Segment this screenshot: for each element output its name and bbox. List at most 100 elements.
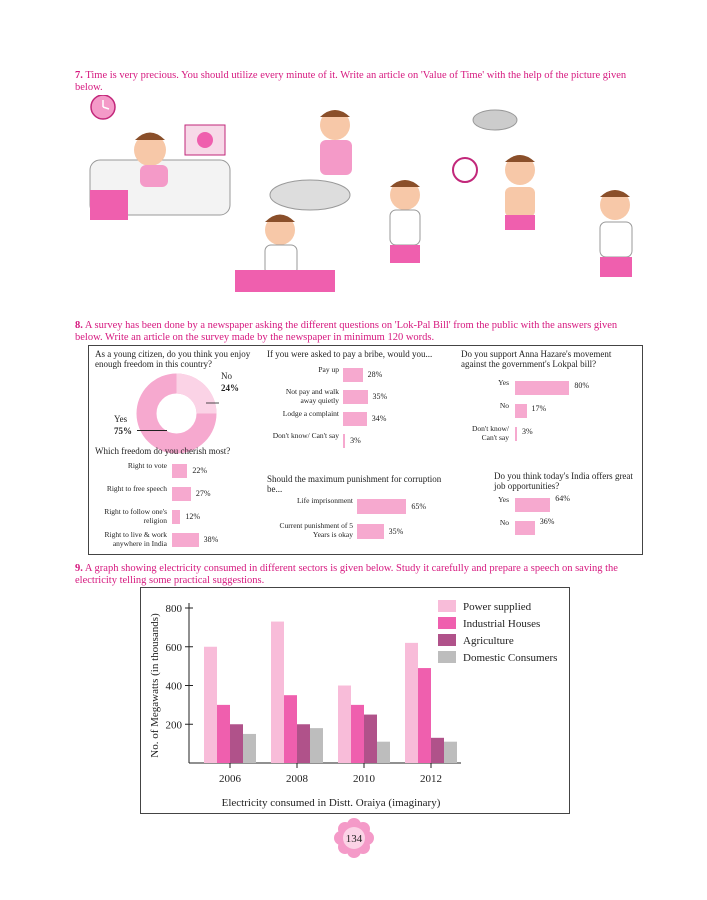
cherish-bar — [172, 510, 181, 524]
cherish-bar — [172, 533, 199, 547]
bar-agriculture — [431, 737, 444, 763]
y-tick-label: 800 — [166, 603, 183, 615]
anna-question: Do you support Anna Hazare's movement ag… — [461, 349, 612, 369]
question-7-number: 7. — [75, 70, 83, 81]
bribe-value: 34% — [371, 414, 387, 423]
question-8-number: 8. — [75, 320, 83, 331]
cherish-value: 38% — [203, 535, 219, 544]
freedom-yes-label: Yes — [114, 414, 128, 424]
freedom-yes-value: 75% — [114, 426, 132, 436]
bar-agriculture — [230, 724, 243, 763]
bar-power-supplied — [338, 685, 351, 763]
bribe-label: Lodge a complaint — [282, 409, 339, 418]
legend-label: Industrial Houses — [463, 618, 540, 630]
bribe-bar — [343, 390, 368, 404]
punishment-bar — [357, 499, 407, 514]
cherish-bar — [172, 464, 188, 478]
jobs-label: No — [499, 518, 509, 527]
question-9-number: 9. — [75, 563, 83, 574]
bar-domestic-consumers — [377, 741, 390, 763]
bribe-label: Pay up — [318, 365, 339, 374]
anna-label: Don't know/ Can't say — [472, 424, 509, 442]
legend-label: Domestic Consumers — [463, 652, 557, 664]
cherish-label: Right to follow one's religion — [104, 507, 167, 525]
bar-domestic-consumers — [243, 733, 256, 763]
x-axis-label: Electricity consumed in Distt. Oraiya (i… — [222, 797, 441, 809]
bribe-value: 28% — [367, 370, 383, 379]
bar-industrial-houses — [284, 695, 297, 763]
x-tick-label: 2012 — [420, 773, 442, 785]
bar-agriculture — [297, 724, 310, 763]
question-7-text: Time is very precious. You should utiliz… — [75, 70, 627, 93]
waking-boy-figure — [89, 124, 231, 220]
jobs-value: 64% — [555, 494, 570, 503]
y-tick-label: 600 — [166, 642, 183, 654]
question-8: 8. A survey has been done by a newspaper… — [75, 320, 645, 344]
legend-swatch — [438, 600, 456, 612]
anna-label: Yes — [498, 378, 509, 387]
punishment-value: 35% — [388, 527, 404, 536]
jobs-bar — [515, 498, 551, 512]
lokpal-survey-panel: As a young citizen, do you think you enj… — [88, 345, 643, 555]
cherish-label: Right to free speech — [106, 484, 167, 493]
bribe-value: 35% — [372, 392, 388, 401]
bar-power-supplied — [405, 642, 418, 763]
page-number-badge: 134 — [334, 818, 374, 858]
x-tick-label: 2006 — [219, 773, 242, 785]
legend-label: Power supplied — [463, 601, 532, 613]
question-9-text: A graph showing electricity consumed in … — [75, 563, 618, 586]
bribe-value: 3% — [350, 436, 361, 445]
studying-boy-figure — [235, 214, 335, 292]
punishment-value: 65% — [411, 502, 427, 511]
bar-power-supplied — [271, 621, 284, 763]
bribe-bar — [343, 368, 363, 382]
jobs-label: Yes — [498, 495, 509, 504]
punishment-label: Life imprisonment — [296, 496, 353, 505]
jobs-bar — [515, 521, 535, 535]
cherish-label: Right to vote — [127, 461, 167, 470]
bar-industrial-houses — [418, 668, 431, 763]
football-boy-figure — [389, 157, 478, 263]
question-7: 7. Time is very precious. You should uti… — [75, 70, 645, 94]
punishment-bar — [357, 524, 384, 539]
bar-domestic-consumers — [310, 728, 323, 763]
value-of-time-illustration — [89, 95, 633, 292]
bar-industrial-houses — [351, 704, 364, 763]
bribe-question: If you were asked to pay a bribe, would … — [267, 349, 433, 359]
bar-domestic-consumers — [444, 741, 457, 763]
bribe-bar — [343, 434, 346, 448]
anna-label: No — [499, 401, 509, 410]
question-8-text: A survey has been done by a newspaper as… — [75, 320, 618, 343]
x-tick-label: 2010 — [353, 773, 376, 785]
page-number: 134 — [346, 833, 363, 845]
cherish-value: 22% — [192, 466, 208, 475]
bathing-boy-figure — [472, 109, 535, 230]
bar-industrial-houses — [217, 704, 230, 763]
cherish-bar — [172, 487, 191, 501]
legend-swatch — [438, 651, 456, 663]
anna-value: 17% — [531, 404, 547, 413]
y-axis-label: No. of Megawatts (in thousands) — [149, 613, 161, 758]
anna-bar — [515, 427, 518, 441]
legend-swatch — [438, 634, 456, 646]
anna-bar — [515, 381, 570, 395]
legend-label: Agriculture — [463, 635, 514, 647]
bar-power-supplied — [204, 646, 217, 763]
bar-agriculture — [364, 714, 377, 763]
anna-bar — [515, 404, 527, 418]
anna-value: 3% — [522, 427, 533, 436]
cherish-label: Right to live & work anywhere in India — [104, 530, 168, 548]
y-tick-label: 200 — [166, 719, 183, 731]
y-tick-label: 400 — [166, 681, 183, 693]
question-9: 9. A graph showing electricity consumed … — [75, 563, 645, 587]
clock-icon — [90, 95, 116, 120]
electricity-chart-frame: 200 400 600 800 2006 2008 2010 2012 No. of Megaw… — [140, 587, 570, 814]
cherish-question: Which freedom do you cherish most? — [95, 446, 231, 456]
electricity-bar-chart: 200 400 600 800 2006 2008 2010 2012 No. of Megaw… — [149, 600, 557, 809]
legend-swatch — [438, 617, 456, 629]
cherish-value: 12% — [185, 512, 201, 521]
bribe-label: Not pay and walk away quietly — [285, 387, 339, 405]
cherish-value: 27% — [195, 489, 211, 498]
brushing-boy-figure — [269, 110, 352, 211]
freedom-no-value: 24% — [221, 383, 239, 393]
